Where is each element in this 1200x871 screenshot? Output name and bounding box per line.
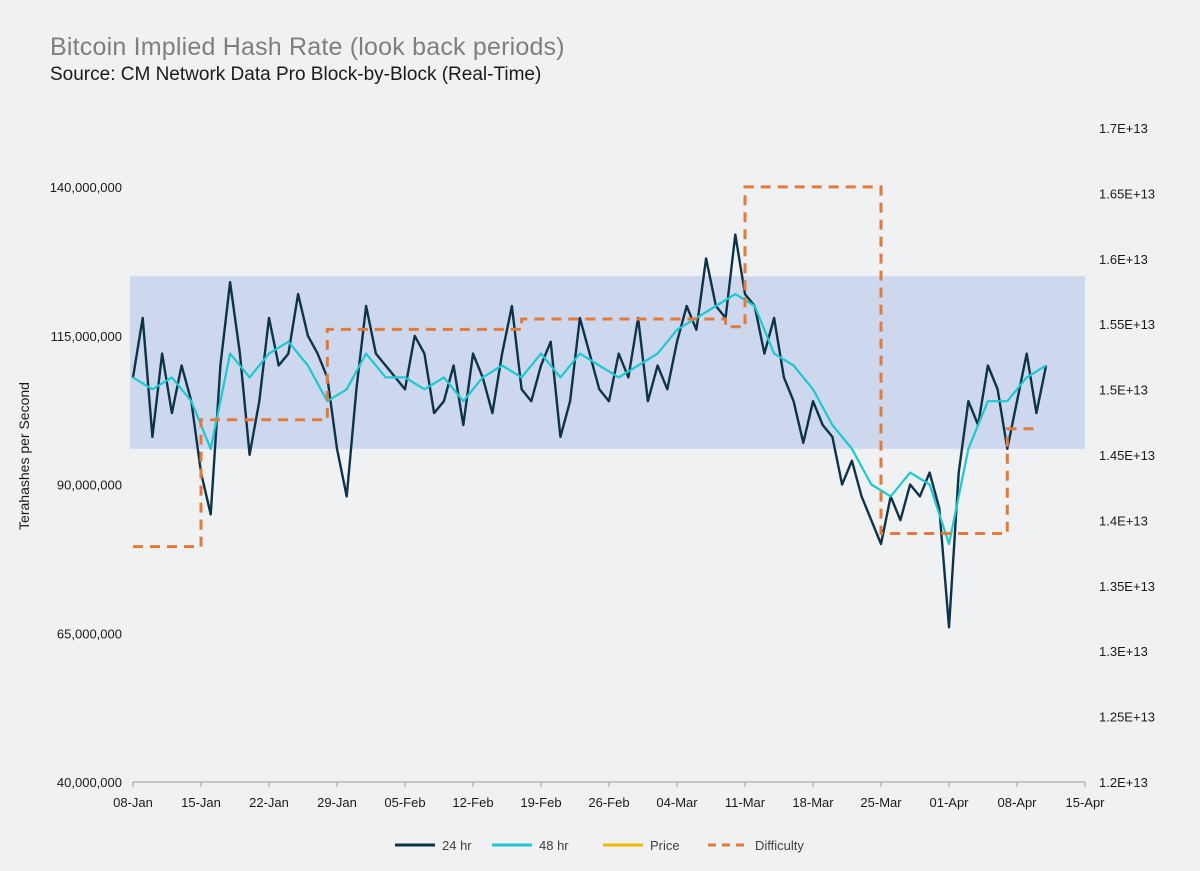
x-tick-label: 01-Apr — [929, 795, 969, 810]
x-tick-label: 11-Mar — [725, 795, 766, 810]
y-right-tick-label: 1.65E+13 — [1099, 186, 1155, 201]
y-axis-title: Terahashes per Second — [16, 382, 32, 530]
x-tick-label: 12-Feb — [452, 795, 493, 810]
y-right-tick-label: 1.2E+13 — [1099, 775, 1148, 790]
chart-title: Bitcoin Implied Hash Rate (look back per… — [50, 33, 565, 61]
legend-label: Difficulty — [755, 838, 804, 853]
y-right-tick-label: 1.7E+13 — [1099, 121, 1148, 136]
y-right-tick-label: 1.35E+13 — [1099, 579, 1155, 594]
x-tick-label: 08-Apr — [997, 795, 1037, 810]
legend-label: 24 hr — [442, 838, 472, 853]
y-right-tick-label: 1.5E+13 — [1099, 383, 1148, 398]
y-right-tick-label: 1.6E+13 — [1099, 252, 1148, 267]
x-tick-label: 29-Jan — [317, 795, 357, 810]
x-tick-label: 22-Jan — [249, 795, 289, 810]
x-tick-label: 08-Jan — [113, 795, 153, 810]
x-tick-label: 25-Mar — [860, 795, 902, 810]
x-tick-label: 15-Apr — [1065, 795, 1105, 810]
legend-label: 48 hr — [539, 838, 569, 853]
y-right-tick-label: 1.45E+13 — [1099, 448, 1155, 463]
y-left-tick-label: 90,000,000 — [57, 478, 122, 493]
x-tick-label: 18-Mar — [792, 795, 834, 810]
y-right-tick-label: 1.3E+13 — [1099, 644, 1148, 659]
y-right-tick-label: 1.25E+13 — [1099, 710, 1155, 725]
y-left-tick-label: 115,000,000 — [51, 329, 122, 344]
y-right-tick-label: 1.55E+13 — [1099, 317, 1155, 332]
x-tick-label: 26-Feb — [588, 795, 629, 810]
y-left-tick-label: 65,000,000 — [57, 626, 122, 641]
difficulty-step-line — [133, 185, 1037, 549]
y-right-tick-label: 1.4E+13 — [1099, 513, 1148, 528]
chart-subtitle: Source: CM Network Data Pro Block-by-Blo… — [50, 64, 542, 85]
x-tick-label: 05-Feb — [384, 795, 425, 810]
x-tick-label: 19-Feb — [520, 795, 561, 810]
series-24hr-line — [131, 233, 1048, 629]
x-tick-label: 04-Mar — [656, 795, 698, 810]
y-left-tick-label: 40,000,000 — [57, 775, 122, 790]
series-48hr-line — [132, 293, 1047, 546]
x-tick-label: 15-Jan — [181, 795, 221, 810]
legend-label: Price — [650, 838, 680, 853]
y-left-tick-label: 140,000,000 — [50, 180, 122, 195]
normal-range-band — [130, 276, 1085, 449]
